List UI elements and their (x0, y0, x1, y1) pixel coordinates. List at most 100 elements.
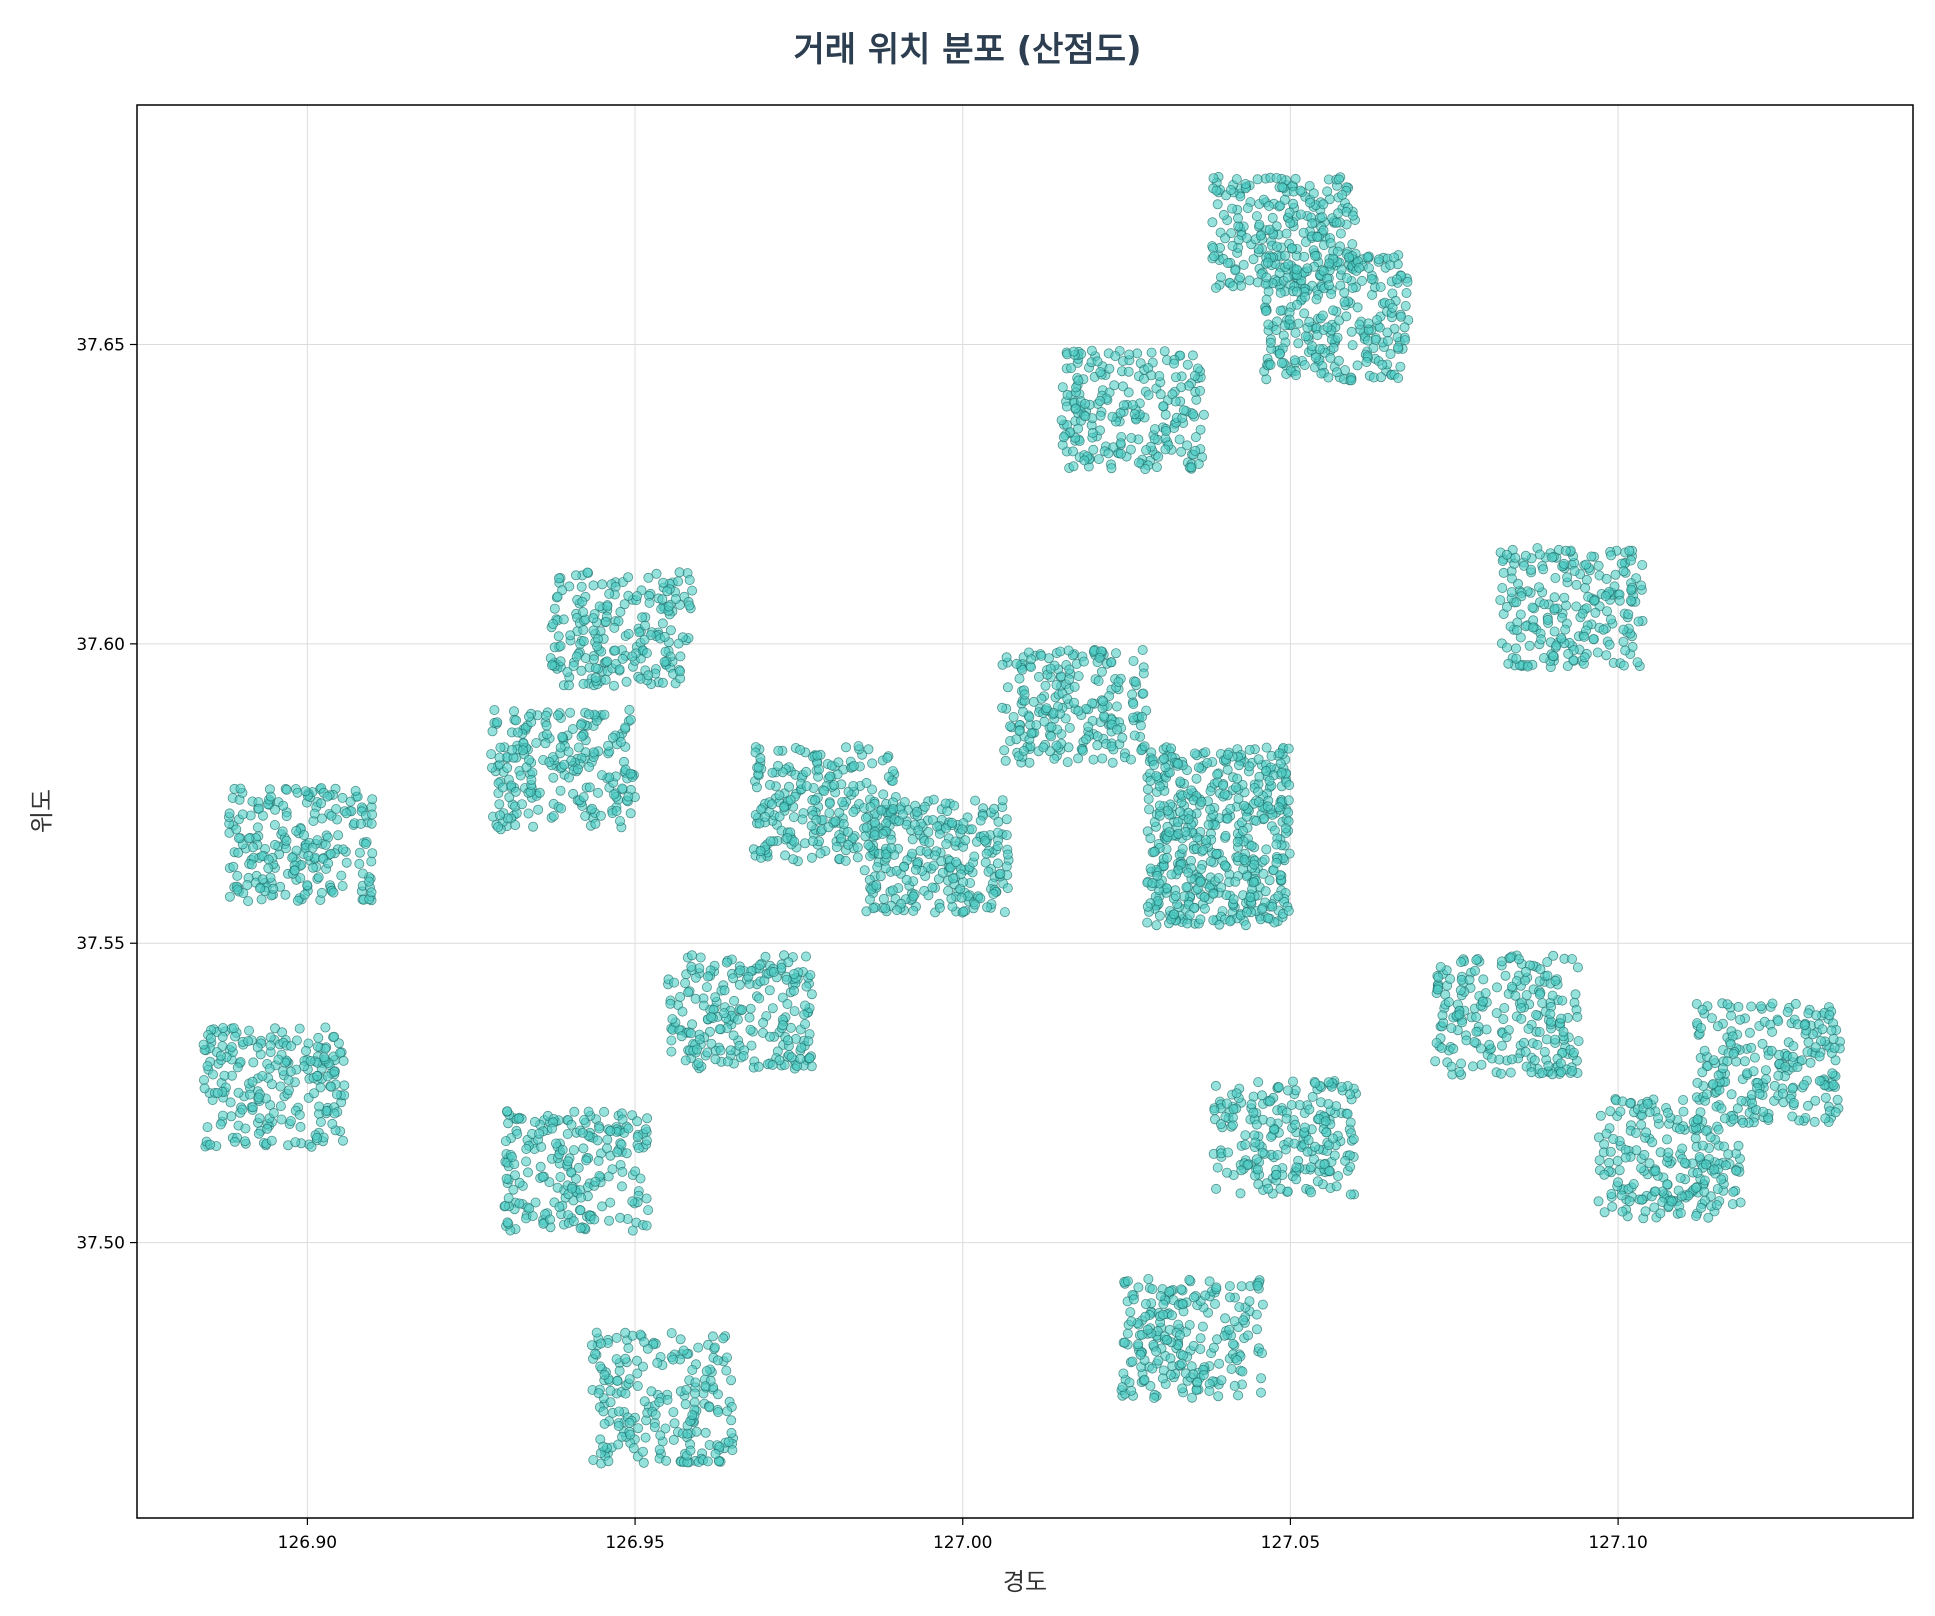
scatter-point (283, 1075, 294, 1086)
scatter-point (1526, 564, 1537, 575)
scatter-point (700, 1381, 711, 1392)
scatter-point (623, 791, 634, 802)
scatter-point (1275, 758, 1286, 769)
scatter-point (620, 1388, 631, 1399)
scatter-point (753, 1061, 764, 1072)
scatter-point (784, 781, 795, 792)
scatter-point (219, 1070, 230, 1081)
scatter-point (1346, 326, 1357, 337)
scatter-point (590, 1176, 601, 1187)
scatter-point (1242, 203, 1253, 214)
scatter-point (1046, 731, 1057, 742)
scatter-point (1129, 409, 1140, 420)
scatter-point (1205, 804, 1216, 815)
scatter-point (590, 663, 601, 674)
scatter-point (617, 1166, 628, 1177)
scatter-point (243, 833, 254, 844)
scatter-point (1290, 327, 1301, 338)
scatter-point (1809, 1116, 1820, 1127)
scatter-point (1539, 1047, 1550, 1058)
scatter-point (1605, 1106, 1616, 1117)
scatter-point (635, 1173, 646, 1184)
scatter-point (627, 1225, 638, 1236)
scatter-point (524, 711, 535, 722)
scatter-point (540, 738, 551, 749)
scatter-point (1471, 1012, 1482, 1023)
scatter-point (524, 754, 535, 765)
scatter-point (1193, 762, 1204, 773)
scatter-point (722, 1352, 733, 1363)
scatter-point (1543, 1060, 1554, 1071)
scatter-point (573, 742, 584, 753)
scatter-point (867, 758, 878, 769)
scatter-point (1832, 1094, 1843, 1105)
scatter-point (1151, 771, 1162, 782)
scatter-point (1256, 1387, 1267, 1398)
scatter-point (1321, 1127, 1332, 1138)
scatter-point (1524, 640, 1535, 651)
scatter-point (1251, 815, 1262, 826)
scatter-point (1273, 802, 1284, 813)
scatter-point (1362, 252, 1373, 263)
scatter-point (783, 1035, 794, 1046)
scatter-point (804, 1053, 815, 1064)
scatter-point (1094, 652, 1105, 663)
scatter-point (1155, 389, 1166, 400)
scatter-point (1092, 356, 1103, 367)
scatter-point (1125, 1307, 1136, 1318)
scatter-point (1176, 382, 1187, 393)
scatter-point (707, 1331, 718, 1342)
scatter-point (1244, 275, 1255, 286)
scatter-point (1002, 883, 1013, 894)
scatter-point (669, 1418, 680, 1429)
scatter-point (1251, 1309, 1262, 1320)
scatter-point (240, 1123, 251, 1134)
scatter-point (721, 1365, 732, 1376)
scatter-point (1830, 1107, 1841, 1118)
scatter-point (1080, 398, 1091, 409)
scatter-point (1077, 745, 1088, 756)
scatter-point (1323, 1099, 1334, 1110)
scatter-point (1265, 359, 1276, 370)
scatter-point (247, 1102, 258, 1113)
scatter-point (575, 720, 586, 731)
scatter-point (588, 654, 599, 665)
scatter-point (1182, 359, 1193, 370)
scatter-point (283, 1085, 294, 1096)
scatter-point (686, 961, 697, 972)
scatter-point (643, 670, 654, 681)
scatter-point (619, 599, 630, 610)
scatter-point (558, 614, 569, 625)
scatter-point (620, 1327, 631, 1338)
scatter-point (803, 1036, 814, 1047)
scatter-point (1224, 1292, 1235, 1303)
scatter-point (1306, 1187, 1317, 1198)
scatter-point (1372, 314, 1383, 325)
scatter-point (993, 816, 1004, 827)
scatter-point (1600, 591, 1611, 602)
scatter-point (662, 586, 673, 597)
scatter-point (1183, 867, 1194, 878)
scatter-point (983, 866, 994, 877)
scatter-point (1331, 217, 1342, 228)
scatter-point (1176, 1284, 1187, 1295)
scatter-point (1749, 1052, 1760, 1063)
scatter-point (1662, 1107, 1673, 1118)
scatter-point (891, 905, 902, 916)
scatter-point (1034, 671, 1045, 682)
scatter-point (641, 1220, 652, 1231)
scatter-point (547, 660, 558, 671)
scatter-point (1195, 1333, 1206, 1344)
scatter-point (824, 798, 835, 809)
scatter-point (1610, 569, 1621, 580)
scatter-point (1697, 1067, 1708, 1078)
scatter-point (232, 884, 243, 895)
scatter-point (675, 992, 686, 1003)
scatter-point (1154, 800, 1165, 811)
scatter-point (611, 1332, 622, 1343)
scatter-point (306, 1141, 317, 1152)
scatter-point (569, 1106, 580, 1117)
scatter-point (1095, 395, 1106, 406)
scatter-point (1310, 352, 1321, 363)
scatter-point (584, 762, 595, 773)
